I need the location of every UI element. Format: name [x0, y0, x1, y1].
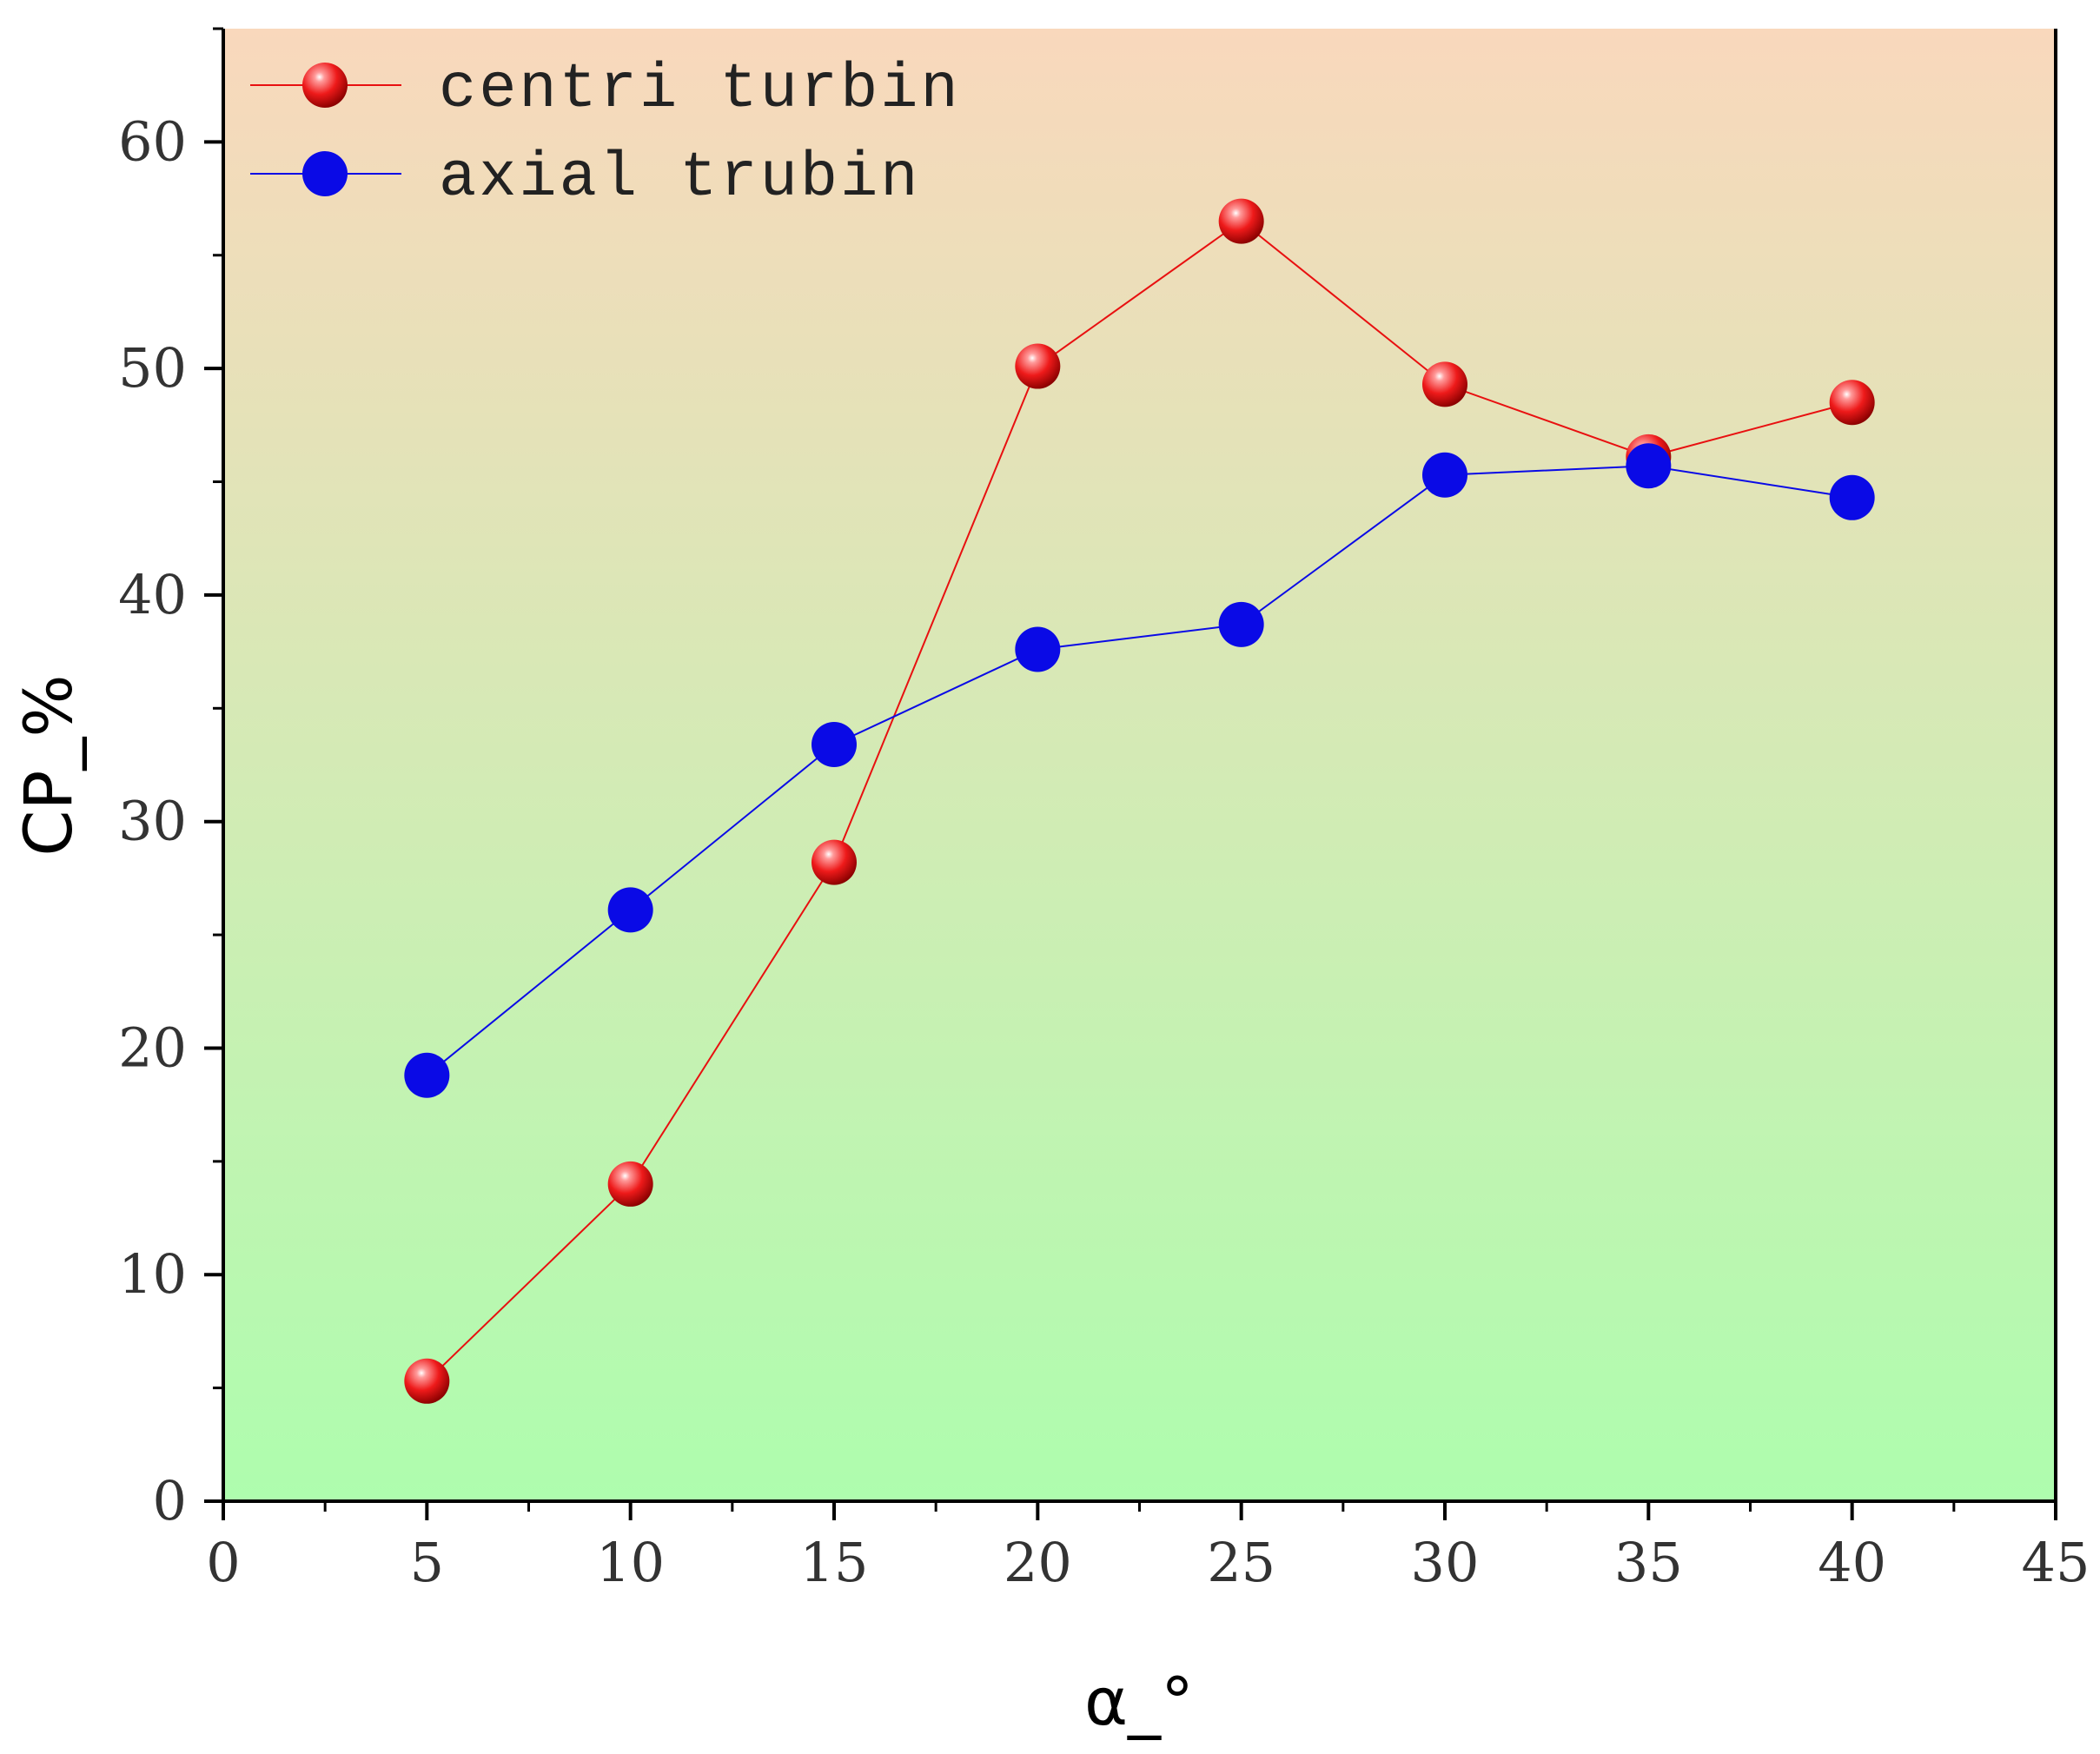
x-tick-label: 25	[1207, 1531, 1275, 1594]
data-point	[404, 1052, 450, 1098]
series-layer	[404, 198, 1875, 1404]
data-point	[812, 722, 857, 768]
legend-marker	[302, 151, 348, 196]
x-tick-label: 0	[206, 1531, 240, 1594]
x-tick-label: 20	[1004, 1531, 1072, 1594]
x-tick-label: 10	[596, 1531, 665, 1594]
data-point	[1218, 601, 1264, 647]
data-point	[1422, 452, 1467, 498]
plot-background	[223, 29, 2056, 1501]
data-point	[1829, 380, 1875, 426]
data-point	[812, 839, 857, 885]
data-point	[1015, 626, 1061, 672]
y-tick-label: 50	[118, 336, 187, 400]
y-tick-label: 30	[118, 790, 187, 853]
y-tick-label: 20	[118, 1016, 187, 1079]
data-point	[607, 1161, 653, 1207]
legend: centri turbin axial trubin	[250, 54, 961, 214]
x-tick-label: 5	[410, 1531, 444, 1594]
y-tick-label: 0	[153, 1469, 187, 1532]
data-point	[607, 887, 653, 933]
data-point	[404, 1358, 450, 1404]
x-tick-label: 30	[1411, 1531, 1480, 1594]
x-tick-label: 35	[1614, 1531, 1683, 1594]
axes-layer: 0 5 10 15 20 25 30 35 40 45 0 10 20 30 40 50 60	[118, 27, 2090, 1594]
x-tick-label: 45	[2022, 1531, 2090, 1594]
data-point	[1015, 343, 1061, 389]
y-tick-label: 40	[118, 563, 187, 626]
x-axis-title: α_°	[1084, 1663, 1194, 1740]
y-axis-title: CP_%	[10, 674, 87, 856]
y-tick-label: 60	[118, 109, 187, 173]
data-point	[1422, 361, 1467, 407]
data-point	[1218, 198, 1264, 244]
data-point	[1829, 474, 1875, 520]
series-line-1	[426, 465, 1852, 1076]
legend-label: centri turbin	[439, 54, 961, 125]
legend-label: axial trubin	[439, 142, 920, 214]
series-line-0	[426, 220, 1852, 1382]
x-tick-label: 15	[800, 1531, 869, 1594]
x-tick-label: 40	[1818, 1531, 1886, 1594]
legend-marker	[302, 63, 348, 108]
y-tick-label: 10	[118, 1242, 187, 1306]
data-point	[1626, 443, 1672, 489]
